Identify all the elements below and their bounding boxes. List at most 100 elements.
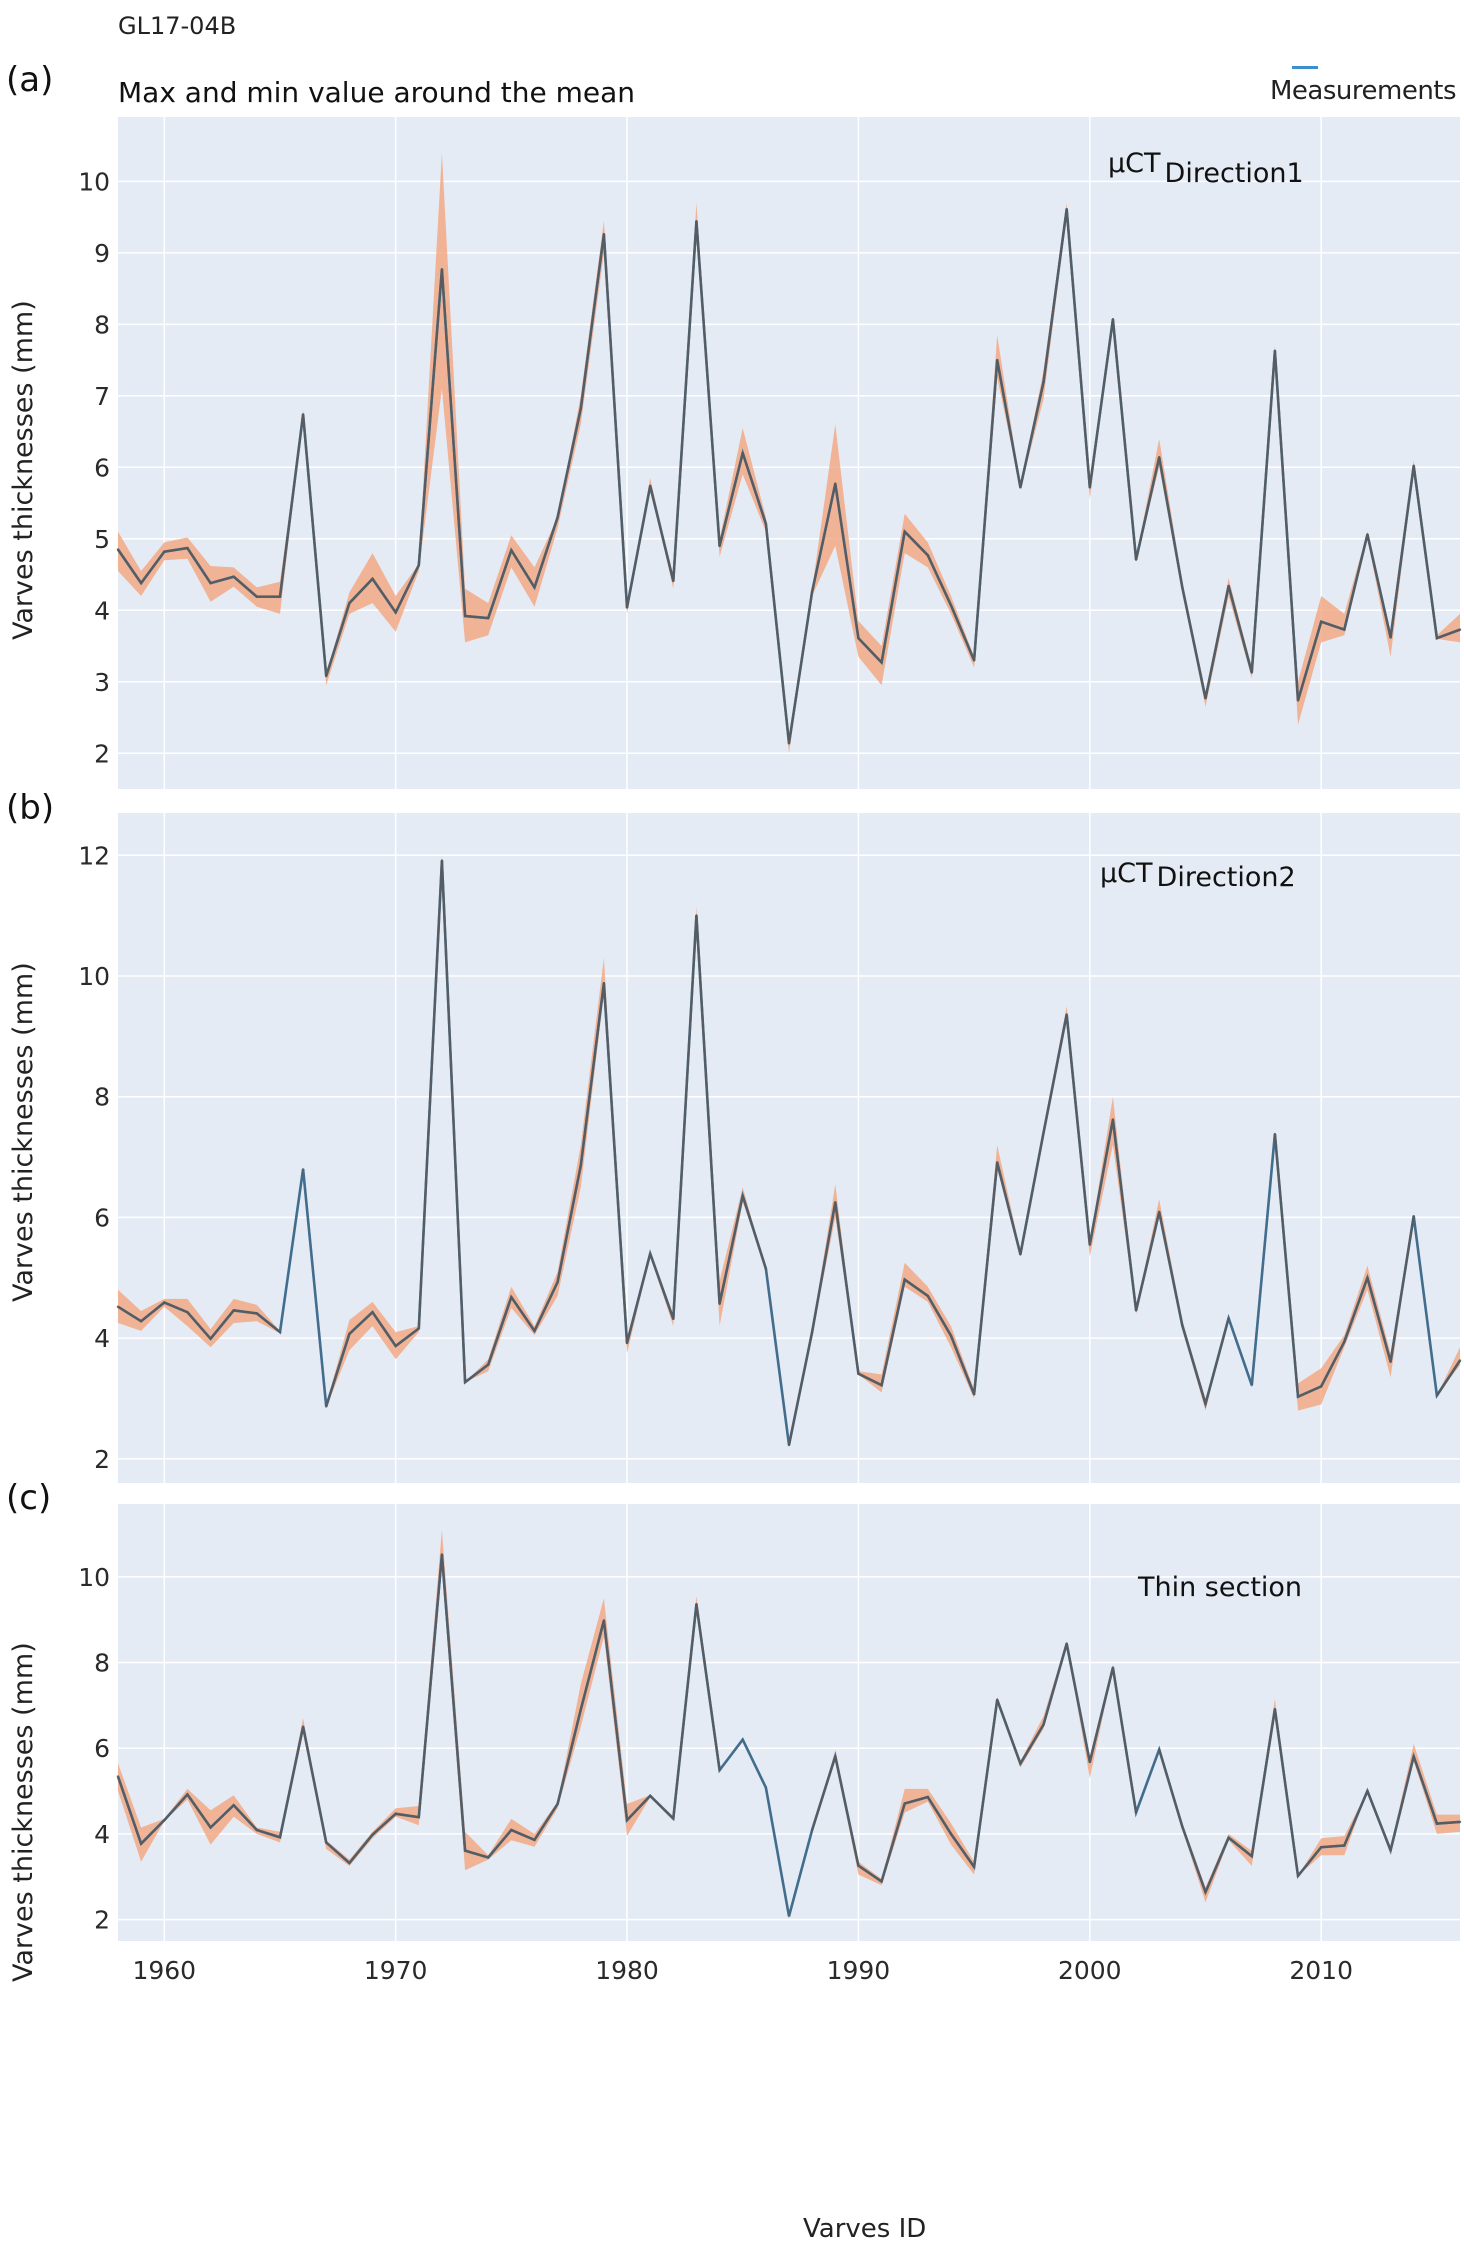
mean-line-segment bbox=[1158, 1748, 1184, 1828]
mean-line-segment bbox=[579, 1619, 606, 1711]
mean-line-segment bbox=[926, 1795, 953, 1836]
mean-line-segment bbox=[1296, 1385, 1323, 1398]
x-tick-label: 1960 bbox=[132, 1956, 196, 1985]
mean-line-segment bbox=[602, 982, 629, 1345]
mean-line-segment bbox=[1412, 1215, 1439, 1397]
x-axis-label: Varves ID bbox=[803, 2214, 927, 2244]
mean-line-segment bbox=[1250, 1708, 1277, 1858]
mean-line-segment bbox=[857, 636, 883, 664]
mean-line-segment bbox=[417, 1553, 444, 1819]
mean-line-segment bbox=[1366, 533, 1392, 639]
mean-line-segment bbox=[972, 358, 999, 662]
x-tick-label: 2010 bbox=[1289, 1956, 1353, 1985]
mean-line-segment bbox=[1227, 1317, 1253, 1387]
mean-line-segment bbox=[348, 1833, 374, 1865]
mean-line-segment bbox=[1111, 1118, 1138, 1312]
mean-line-segment bbox=[556, 1164, 582, 1284]
mean-line-segment bbox=[741, 1738, 768, 1789]
y-tick-label: 10 bbox=[78, 962, 110, 991]
mean-line-segment bbox=[880, 1278, 906, 1387]
mean-line-segment bbox=[533, 1280, 559, 1333]
mean-line-segment bbox=[1273, 349, 1300, 702]
mean-line-segment bbox=[857, 1864, 883, 1883]
mean-line-segment bbox=[926, 554, 953, 607]
mean-line-segment bbox=[1134, 1210, 1161, 1312]
mean-line-segment bbox=[903, 1278, 930, 1298]
mean-line-segment bbox=[1435, 1359, 1462, 1397]
mean-line-segment bbox=[834, 1201, 860, 1375]
legend[interactable]: Measurements bbox=[1270, 58, 1460, 114]
mean-line-segment bbox=[926, 1294, 953, 1337]
mean-line-segment bbox=[1065, 1013, 1091, 1246]
mean-line-segment bbox=[741, 451, 768, 525]
legend-label: Measurements bbox=[1270, 76, 1457, 106]
mean-line-segment bbox=[1019, 381, 1045, 489]
mean-line-segment bbox=[278, 1725, 305, 1839]
mean-line-segment bbox=[1181, 1825, 1207, 1894]
y-tick-label: 10 bbox=[78, 1563, 110, 1592]
mean-line-segment bbox=[348, 1310, 374, 1336]
y-tick-label: 7 bbox=[94, 382, 110, 411]
mean-line-segment bbox=[579, 233, 606, 410]
mean-line-segment bbox=[463, 1363, 490, 1384]
mean-line-segment bbox=[1088, 1666, 1115, 1764]
x-tick-label: 1990 bbox=[827, 1956, 891, 1985]
mean-line-segment bbox=[440, 859, 467, 1384]
mean-line-segment bbox=[949, 1334, 976, 1396]
mean-line-segment bbox=[1181, 586, 1207, 700]
mean-line-segment bbox=[602, 233, 629, 609]
mean-line-segment bbox=[510, 549, 536, 589]
mean-line-segment bbox=[672, 914, 698, 1321]
mean-line-segment bbox=[556, 1708, 582, 1806]
mean-line-segment bbox=[209, 575, 235, 585]
y-tick-label: 6 bbox=[94, 1734, 110, 1763]
mean-line-segment bbox=[463, 1849, 490, 1859]
y-tick-label: 2 bbox=[94, 1906, 110, 1935]
mean-line-segment bbox=[903, 1795, 930, 1805]
mean-line-segment bbox=[695, 1603, 721, 1772]
mean-line-segment bbox=[718, 1738, 744, 1772]
panel-annotation: µCT Direction2 bbox=[1100, 858, 1296, 893]
mean-line-segment bbox=[301, 1167, 328, 1408]
y-tick-label: 3 bbox=[94, 668, 110, 697]
mean-line-segment bbox=[301, 413, 328, 678]
mean-line-segment bbox=[371, 1310, 397, 1348]
y-tick-label: 12 bbox=[78, 841, 110, 870]
mean-line-segment bbox=[1296, 620, 1323, 702]
y-tick-label: 6 bbox=[94, 453, 110, 482]
mean-line-segment bbox=[1227, 1836, 1253, 1858]
mean-line-segment bbox=[625, 1794, 652, 1822]
mean-line-segment bbox=[116, 548, 143, 585]
y-tick-label: 6 bbox=[94, 1203, 110, 1232]
mean-line-segment bbox=[301, 1725, 328, 1844]
mean-line-segment bbox=[972, 1698, 999, 1869]
mean-line-segment bbox=[278, 413, 305, 598]
mean-line-segment bbox=[1343, 533, 1369, 631]
mean-line-segment bbox=[625, 1252, 652, 1345]
mean-line-segment bbox=[880, 1802, 906, 1883]
y-tick-label: 10 bbox=[78, 167, 110, 196]
mean-line-segment bbox=[1158, 1210, 1184, 1327]
mean-line-segment bbox=[1389, 464, 1415, 639]
mean-line-segment bbox=[972, 1161, 999, 1396]
mean-line-segment bbox=[787, 1330, 814, 1447]
y-tick-label: 5 bbox=[94, 525, 110, 554]
mean-line-segment bbox=[764, 1786, 791, 1918]
x-tick-label: 2000 bbox=[1058, 1956, 1122, 1985]
mean-line-segment bbox=[1204, 1836, 1230, 1894]
mean-line-segment bbox=[371, 577, 397, 614]
mean-line-segment bbox=[996, 358, 1022, 489]
mean-line-segment bbox=[209, 1803, 235, 1829]
mean-line-segment bbox=[1389, 1755, 1415, 1852]
mean-line-segment bbox=[417, 859, 444, 1330]
mean-line-segment bbox=[1204, 1317, 1230, 1406]
mean-line-segment bbox=[1088, 318, 1115, 489]
mean-line-segment bbox=[1319, 1340, 1346, 1388]
mean-line-segment bbox=[648, 1252, 675, 1321]
mean-line-segment bbox=[672, 220, 698, 583]
mean-line-segment bbox=[278, 1167, 305, 1334]
mean-line-segment bbox=[533, 516, 559, 589]
mean-line-segment bbox=[487, 549, 513, 620]
plot-background bbox=[118, 813, 1460, 1483]
